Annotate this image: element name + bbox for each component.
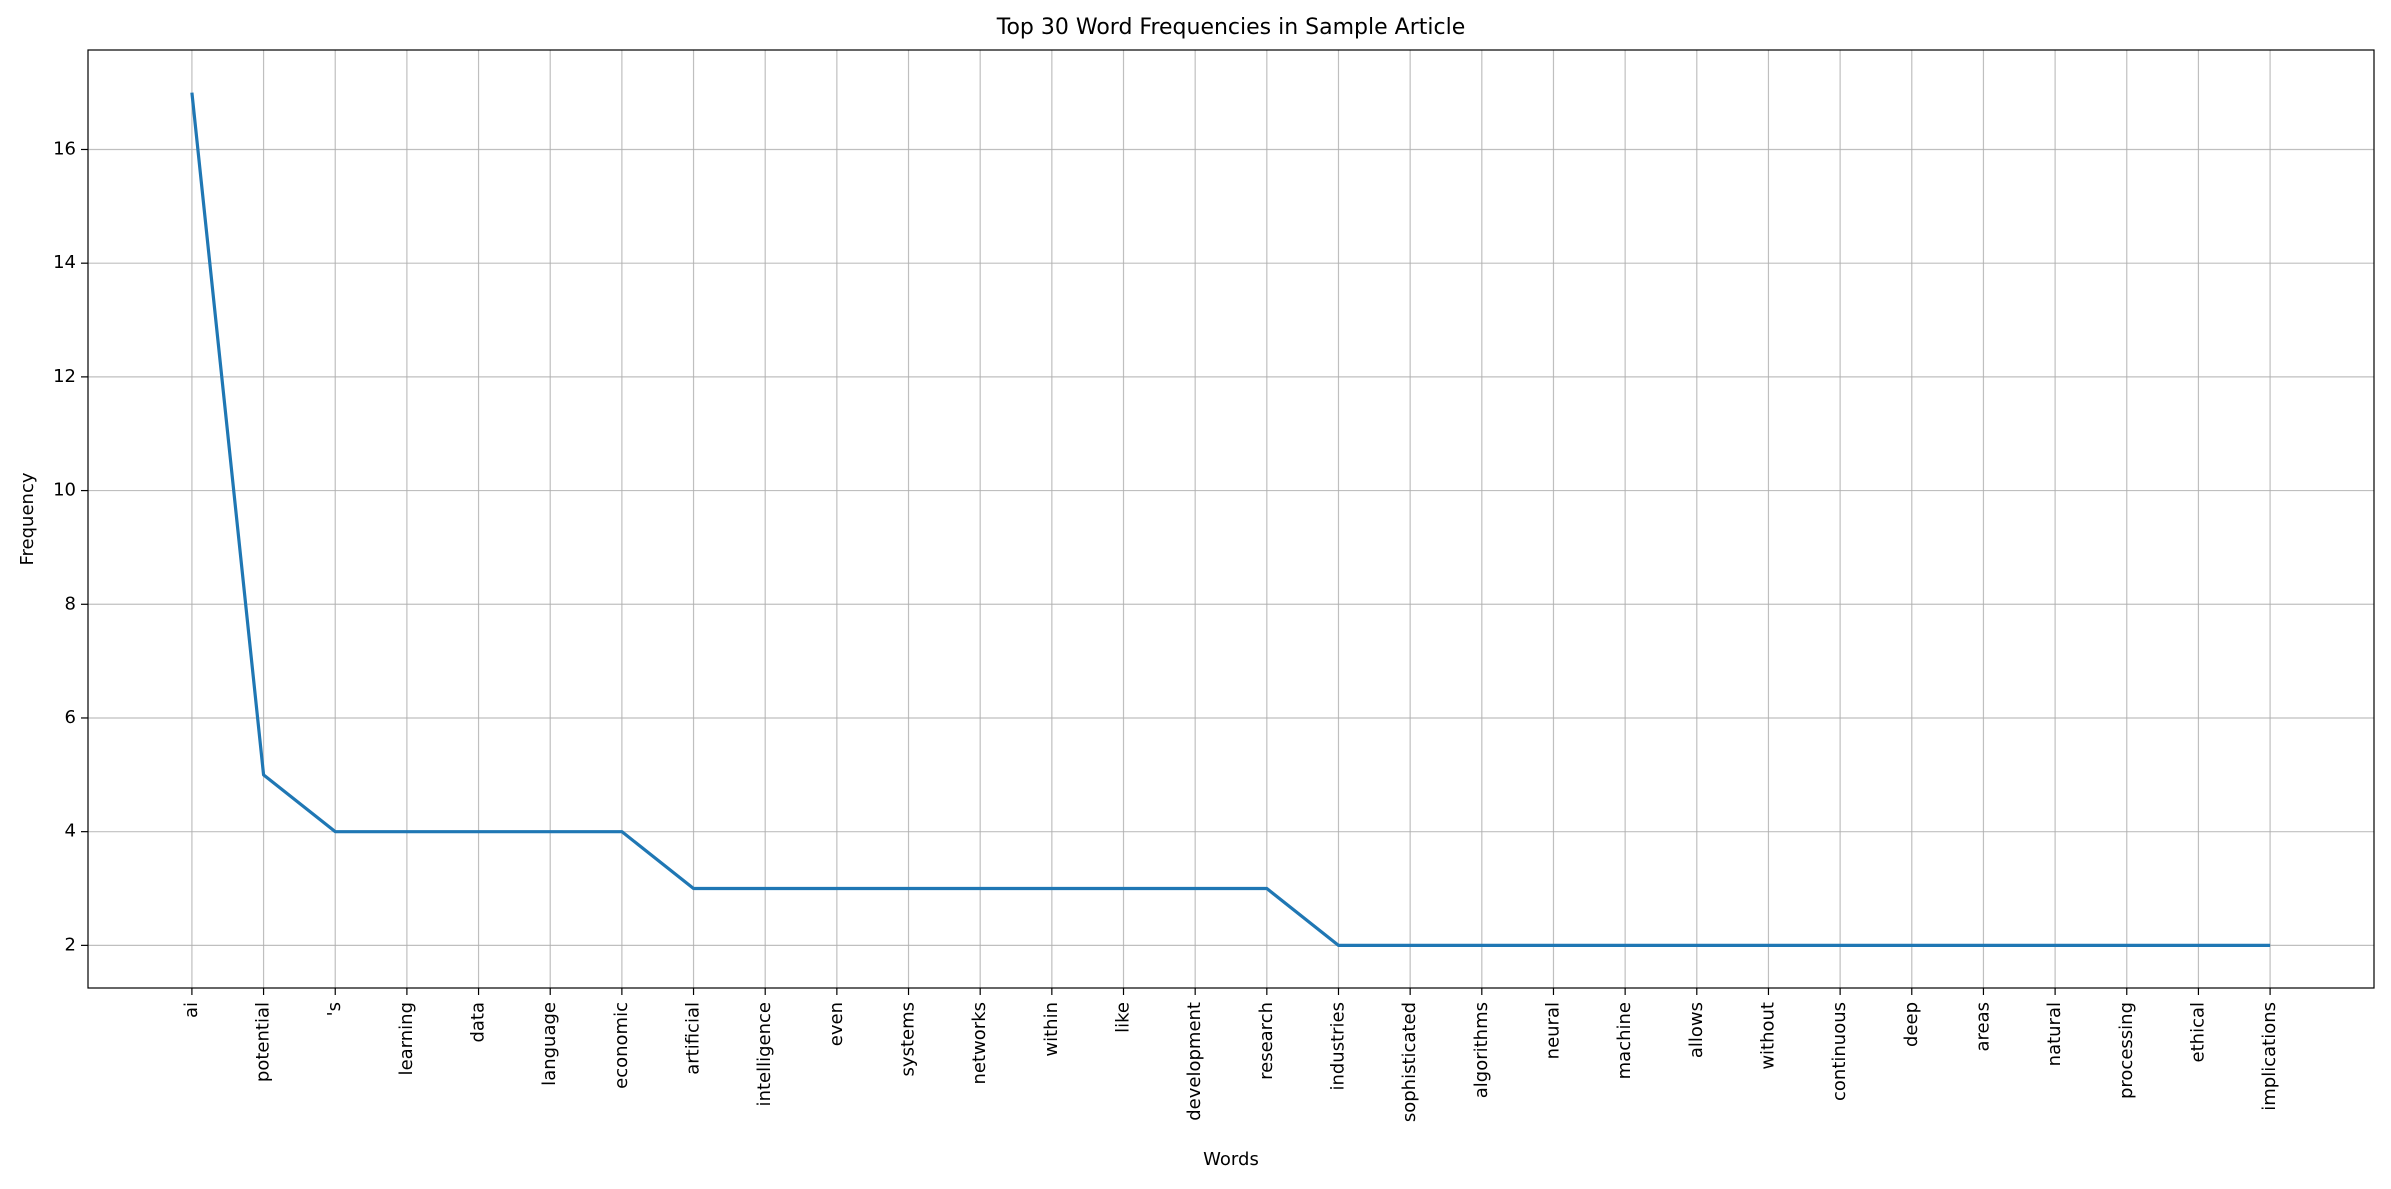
x-tick-label: artificial [683,1002,704,1075]
x-tick-label: development [1184,1002,1205,1121]
x-tick-label: deep [1901,1002,1922,1047]
y-tick-label: 12 [53,366,76,387]
y-tick-label: 4 [65,821,76,842]
x-tick-label: without [1757,1002,1778,1070]
y-tick-label: 16 [53,138,76,159]
x-tick-label: economic [611,1002,632,1089]
x-tick-label: learning [396,1002,417,1075]
x-tick-label: networks [969,1002,990,1084]
x-tick-label: industries [1327,1002,1348,1091]
x-tick-label: areas [1972,1002,1993,1052]
plot-frame [87,49,2375,989]
y-tick-label: 8 [65,593,76,614]
x-tick-label: data [468,1002,489,1043]
x-tick-label: neural [1542,1002,1563,1059]
x-tick-label: even [826,1002,847,1046]
chart-title: Top 30 Word Frequencies in Sample Articl… [996,15,1466,40]
x-tick-label: allows [1686,1002,1707,1058]
x-tick-label: algorithms [1471,1002,1492,1098]
x-tick-label: ai [181,1002,202,1018]
x-tick-label: processing [2116,1002,2137,1099]
x-tick-label: potential [253,1002,274,1082]
x-tick-label: implications [2259,1002,2280,1111]
y-tick-label: 2 [65,934,76,955]
x-tick-label: systems [898,1002,919,1076]
x-tick-label: intelligence [754,1002,775,1106]
x-tick-label: sophisticated [1399,1002,1420,1122]
x-tick-label: 's [324,1002,345,1016]
x-tick-label: machine [1614,1002,1635,1079]
y-tick-label: 14 [53,252,76,273]
x-axis-label: Words [1203,1149,1259,1170]
x-tick-label: ethical [2187,1002,2208,1062]
x-tick-label: natural [2044,1002,2065,1066]
data-line [190,92,2271,947]
y-axis-label: Frequency [17,472,38,565]
y-tick-label: 6 [65,707,76,728]
x-tick-label: research [1256,1002,1277,1080]
x-tick-label: language [539,1002,560,1086]
x-tick-label: continuous [1829,1002,1850,1101]
x-tick-label: like [1113,1002,1134,1033]
y-tick-label: 10 [53,480,76,501]
x-tick-label: within [1041,1002,1062,1057]
